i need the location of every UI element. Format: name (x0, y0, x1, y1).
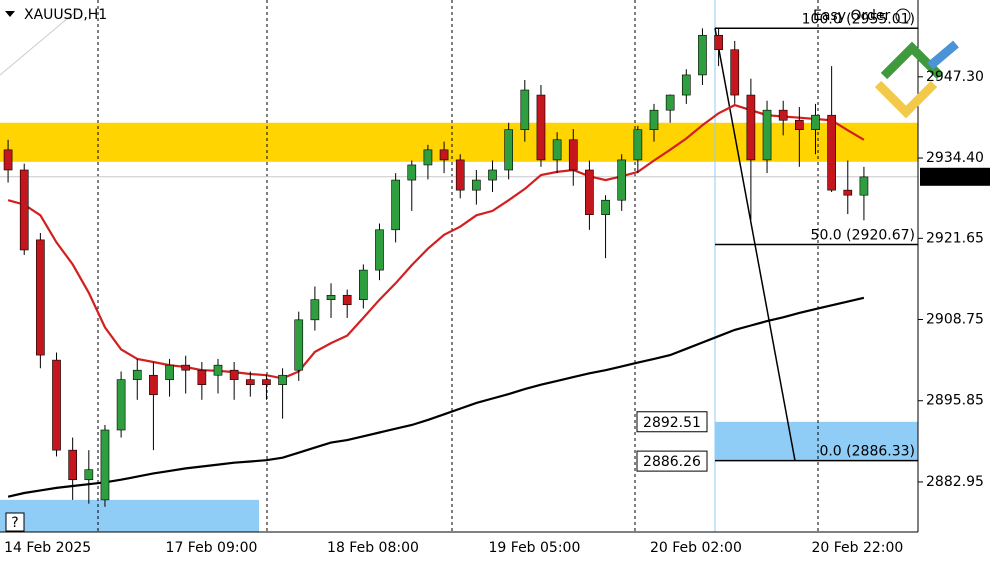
candle-body (778, 109, 788, 121)
period-separators (97, 0, 819, 532)
x-tick-label: 18 Feb 08:00 (327, 540, 419, 556)
logo (874, 40, 959, 119)
candle-body (730, 49, 740, 96)
candle-body (181, 364, 191, 371)
candle-body (132, 369, 142, 380)
zone (715, 421, 918, 461)
y-tick-label: 2895.85 (926, 393, 984, 409)
candle-body (245, 379, 255, 385)
fib-label: 0.0 (2886.33) (819, 444, 915, 460)
candle-body (375, 229, 384, 271)
chart-title: XAUUSD,H1 (24, 7, 107, 23)
candle-body (100, 429, 110, 501)
candle-body (455, 159, 465, 191)
candle-body (794, 119, 804, 130)
candle-body (326, 294, 336, 300)
candle-body (762, 109, 772, 161)
current-price-label: 2931.42 (926, 169, 984, 185)
help-label: ? (11, 515, 18, 531)
candle-body (116, 379, 126, 431)
candle-body (19, 169, 29, 251)
annotation: Easy Order (813, 8, 890, 24)
candle-body (472, 179, 481, 191)
candle-body (665, 94, 675, 111)
x-tick-label: 20 Feb 22:00 (811, 540, 903, 556)
candle-body (52, 359, 61, 451)
info-icon[interactable] (895, 8, 911, 24)
x-tick-label: 14 Feb 2025 (4, 540, 91, 556)
candle-body (617, 159, 627, 201)
x-tick-label: 19 Feb 05:00 (489, 540, 581, 556)
candle-body (520, 89, 530, 130)
trend-line (0, 7, 81, 76)
zone (0, 499, 259, 532)
candle-body (149, 374, 158, 396)
candle-body (504, 129, 514, 171)
candle-body (278, 374, 287, 385)
y-tick-label: 2934.40 (926, 150, 984, 166)
help-button[interactable] (5, 512, 25, 532)
candle-body (633, 129, 643, 161)
moving-average (7, 296, 865, 498)
candle-body (294, 319, 304, 371)
y-tick-label: 2908.75 (926, 312, 984, 328)
candle-body (649, 109, 659, 130)
price-tag-box (636, 450, 708, 472)
candle-body (391, 179, 400, 231)
x-tick-label: 17 Feb 09:00 (166, 540, 258, 556)
candle-body (3, 149, 13, 171)
candle-body (197, 369, 207, 385)
fib-label: 50.0 (2920.67) (811, 227, 915, 243)
candle-body (68, 449, 78, 481)
y-tick-label: 2882.95 (926, 474, 984, 490)
price-tag-label: 2892.51 (643, 415, 701, 431)
moving-average (7, 103, 865, 380)
candle-body (262, 379, 271, 385)
candle-body (811, 114, 820, 130)
x-tick-label: 20 Feb 02:00 (650, 540, 742, 556)
candle-body (229, 369, 239, 380)
candle-body (84, 469, 94, 481)
candle-body (407, 164, 417, 181)
candle-body (439, 149, 449, 161)
candle-body (552, 139, 562, 161)
candle-body (827, 114, 836, 191)
candle-body (843, 189, 853, 196)
current-price-box (920, 167, 990, 186)
candle-body (859, 176, 869, 196)
candle-body (358, 269, 368, 300)
candle-body (681, 74, 691, 96)
candle-body (488, 169, 497, 181)
price-tag-box (636, 411, 708, 433)
zone (0, 122, 918, 162)
y-tick-label: 2947.30 (926, 69, 984, 85)
fib-label: 100.0 (2955.01) (802, 11, 915, 27)
candle-body (423, 149, 433, 166)
candle-body (601, 199, 610, 215)
price-tag-label: 2886.26 (643, 454, 701, 470)
candle-body (568, 139, 578, 171)
y-tick-label: 2921.65 (926, 230, 984, 246)
menu-arrow[interactable] (5, 11, 15, 17)
candle-body (36, 239, 45, 356)
candle-body (746, 94, 756, 161)
candle-body (585, 169, 594, 215)
candle-body (342, 294, 352, 306)
candle-body (213, 364, 223, 376)
candle-body (165, 364, 174, 380)
candle-body (714, 34, 723, 51)
candle-body (536, 94, 546, 161)
candle-body (310, 299, 320, 321)
candle-body (698, 34, 707, 76)
